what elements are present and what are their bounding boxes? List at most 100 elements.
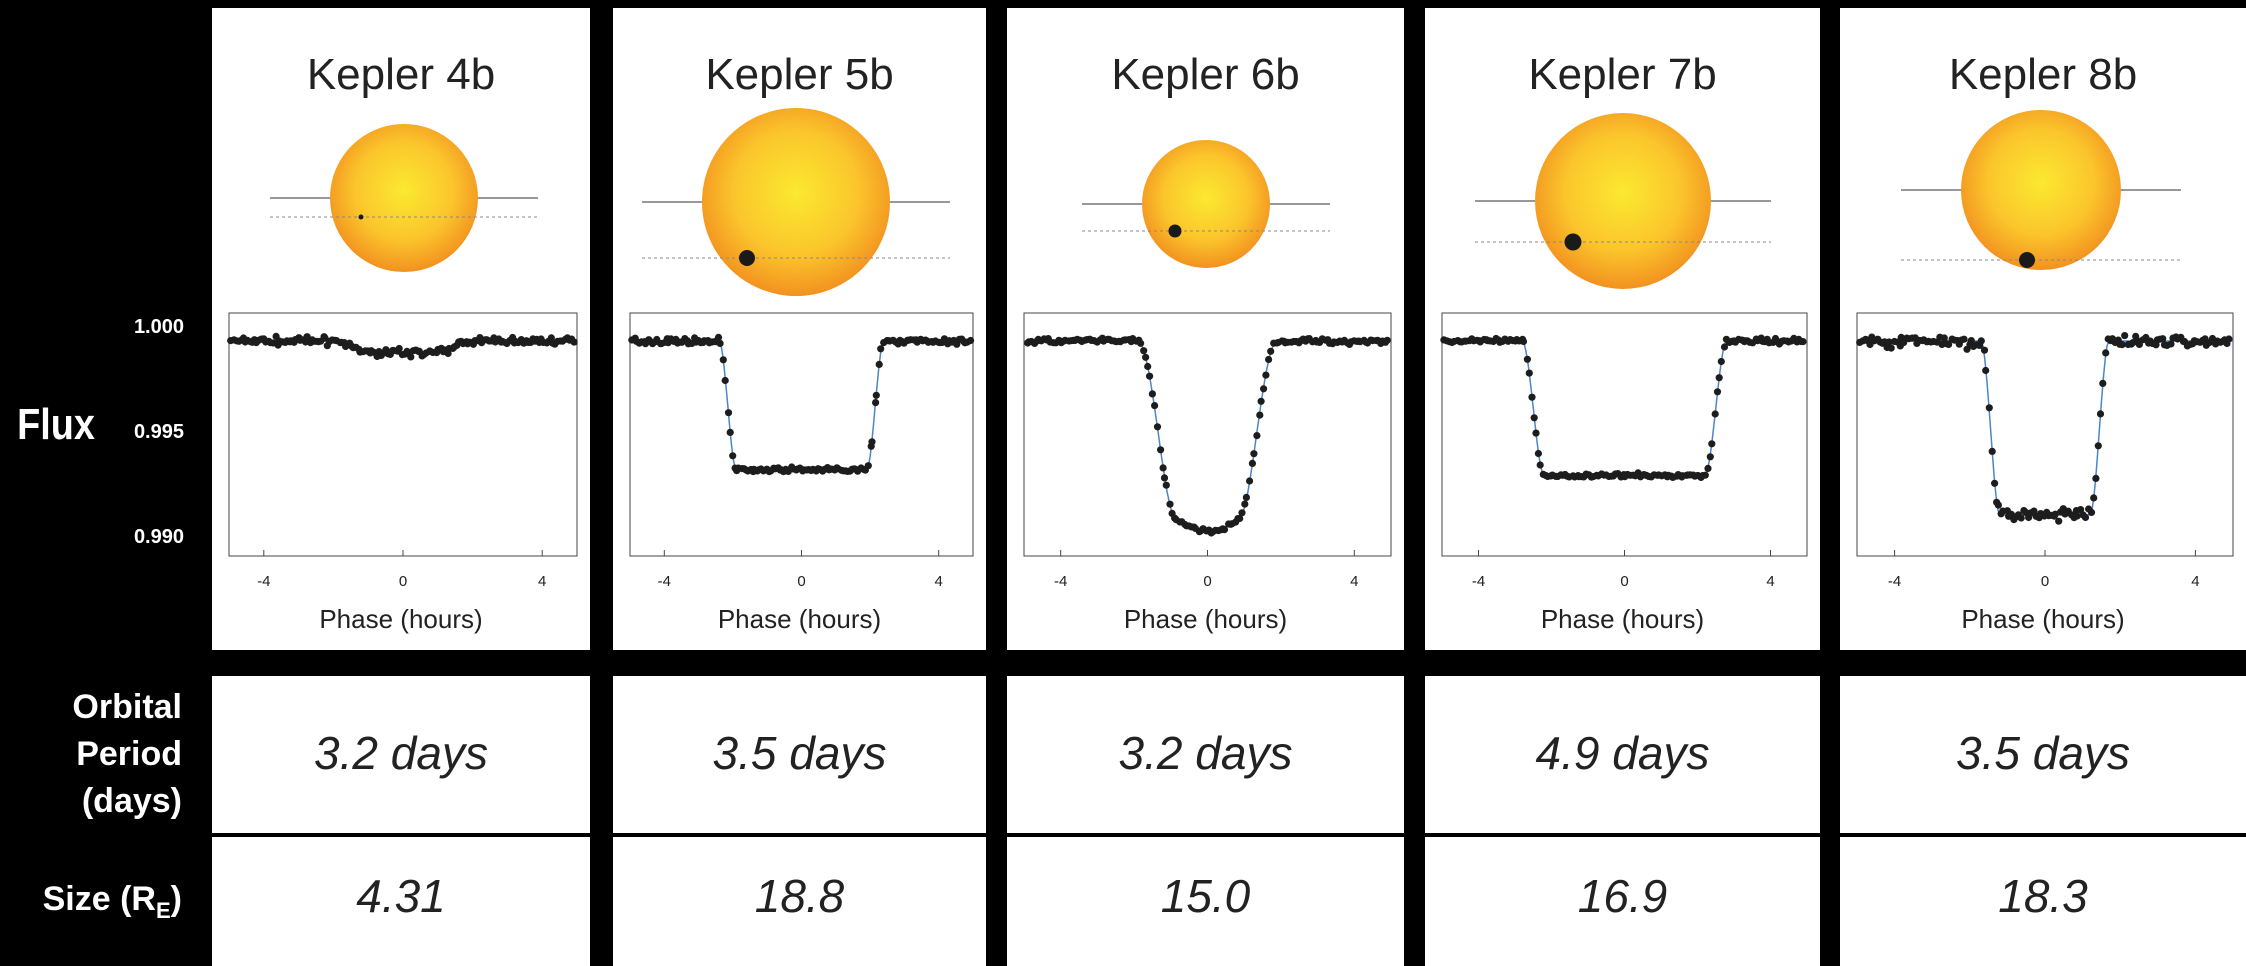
data-point <box>1161 474 1168 481</box>
data-point <box>396 345 403 352</box>
data-point <box>1531 414 1538 421</box>
x-tick-label: -4 <box>1888 573 1901 590</box>
data-point <box>1535 450 1542 457</box>
plot-frame <box>229 313 577 556</box>
data-point <box>1528 394 1535 401</box>
data-point <box>1524 356 1531 363</box>
data-point <box>1702 472 1709 479</box>
transit-chart: -4 0 4 Phase (hours) <box>1840 8 2246 650</box>
size-cell: 16.9 <box>1425 837 1820 966</box>
data-point <box>2099 380 2106 387</box>
data-point <box>727 429 734 436</box>
data-point <box>1243 494 1250 501</box>
orbital-period-value: 3.5 days <box>1840 726 2246 780</box>
x-tick-label: 4 <box>2191 573 2199 590</box>
y-tick-label: 1.000 <box>108 316 184 339</box>
size-cell: 18.3 <box>1840 837 2246 966</box>
data-point <box>1160 464 1167 471</box>
data-point <box>873 392 880 399</box>
y-tick-label: 0.995 <box>108 421 184 444</box>
data-point <box>877 345 884 352</box>
data-point <box>1258 398 1265 405</box>
plot-frame <box>630 313 973 556</box>
data-point <box>1137 340 1144 347</box>
data-point <box>2097 410 2104 417</box>
star-disc <box>1535 113 1711 289</box>
orbital-period-cell: 3.2 days <box>212 676 590 833</box>
data-point <box>729 452 736 459</box>
data-point <box>1708 440 1715 447</box>
fit-line <box>1442 341 1807 476</box>
x-tick-label: 0 <box>1620 573 1628 590</box>
planet-title: Kepler 7b <box>1425 50 1820 100</box>
planet-dot <box>739 250 755 266</box>
data-point <box>872 399 879 406</box>
data-point <box>1707 453 1714 460</box>
data-point <box>2090 494 2097 501</box>
x-tick-label: -4 <box>658 573 671 590</box>
orbital-period-value: 3.2 days <box>1007 726 1404 780</box>
data-point <box>1166 501 1173 508</box>
data-point <box>876 361 883 368</box>
data-point <box>1982 367 1989 374</box>
planet-panel: Kepler 8b -4 0 4 Phase (hours) <box>1840 8 2246 650</box>
data-point <box>1716 374 1723 381</box>
orbital-period-row-label: Orbital Period (days) <box>0 684 182 825</box>
x-tick-label: -4 <box>1472 573 1485 590</box>
planet-title: Kepler 5b <box>613 50 986 100</box>
data-point <box>1718 358 1725 365</box>
data-point <box>722 377 729 384</box>
size-cell: 4.31 <box>212 837 590 966</box>
star-disc <box>702 108 890 296</box>
plot-frame <box>1024 313 1391 556</box>
x-axis-label: Phase (hours) <box>319 604 482 634</box>
data-point <box>2018 514 2025 521</box>
planet-panel: Kepler 7b -4 0 4 Phase (hours) <box>1425 8 1820 650</box>
orbital-period-cell: 3.5 days <box>1840 676 2246 833</box>
data-point <box>1250 450 1257 457</box>
data-point <box>1149 390 1156 397</box>
data-point <box>1526 370 1533 377</box>
data-point <box>1256 412 1263 419</box>
fit-line <box>1024 341 1391 532</box>
star-disc <box>330 124 478 272</box>
x-axis-label: Phase (hours) <box>1961 604 2124 634</box>
data-point <box>1986 404 1993 411</box>
data-point <box>1981 347 1988 354</box>
data-point <box>1704 465 1711 472</box>
data-point <box>407 353 414 360</box>
data-point <box>2092 475 2099 482</box>
size-cell: 18.8 <box>613 837 986 966</box>
size-value: 18.8 <box>613 869 986 923</box>
data-point <box>1246 477 1253 484</box>
size-row-label: Size (RE) <box>0 876 182 934</box>
data-point <box>1157 446 1164 453</box>
x-axis-label: Phase (hours) <box>718 604 881 634</box>
x-tick-label: -4 <box>257 573 270 590</box>
orbital-period-value: 4.9 days <box>1425 726 1820 780</box>
data-point <box>1253 432 1260 439</box>
orbital-period-value: 3.2 days <box>212 726 590 780</box>
size-value: 16.9 <box>1425 869 1820 923</box>
planet-dot <box>1565 234 1582 251</box>
data-point <box>717 340 724 347</box>
x-tick-label: 4 <box>1766 573 1774 590</box>
data-point <box>1888 345 1895 352</box>
size-value: 4.31 <box>212 869 590 923</box>
star-disc <box>1142 140 1270 268</box>
size-cell: 15.0 <box>1007 837 1404 966</box>
data-point <box>868 438 875 445</box>
planet-title: Kepler 8b <box>1840 50 2246 100</box>
planet-panel: Kepler 4b -4 0 4 Phase (hours) <box>212 8 590 650</box>
x-tick-label: 0 <box>1203 573 1211 590</box>
data-point <box>1238 509 1245 516</box>
data-point <box>2088 509 2095 516</box>
data-point <box>1714 388 1721 395</box>
data-point <box>1520 338 1527 345</box>
data-point <box>1995 502 2002 509</box>
transit-chart: -4 0 4 Phase (hours) <box>1007 8 1404 650</box>
planet-dot <box>2019 252 2035 268</box>
plot-frame <box>1857 313 2233 556</box>
data-point <box>2121 332 2128 339</box>
planet-panel: Kepler 5b -4 0 4 Phase (hours) <box>613 8 986 650</box>
